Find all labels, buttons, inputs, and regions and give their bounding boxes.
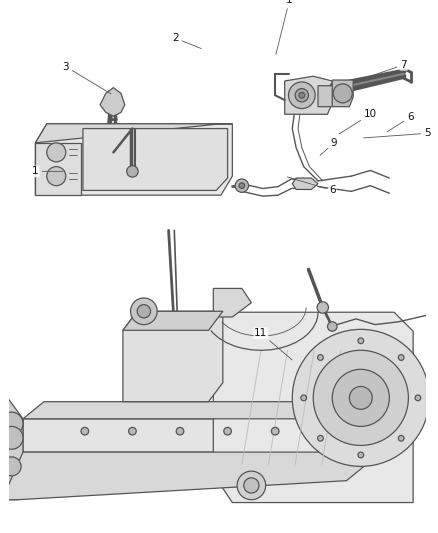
Text: 3: 3 — [63, 62, 111, 94]
Text: 2: 2 — [172, 33, 201, 49]
Circle shape — [47, 167, 66, 185]
Circle shape — [318, 354, 323, 360]
Circle shape — [332, 369, 389, 426]
Circle shape — [313, 350, 408, 446]
Circle shape — [0, 412, 23, 435]
Circle shape — [317, 302, 328, 313]
Circle shape — [292, 329, 429, 466]
Circle shape — [272, 427, 279, 435]
Text: 10: 10 — [339, 109, 377, 134]
Polygon shape — [35, 124, 232, 195]
Circle shape — [299, 92, 305, 98]
Polygon shape — [2, 447, 367, 500]
Circle shape — [318, 435, 323, 441]
Circle shape — [398, 354, 404, 360]
Polygon shape — [100, 87, 125, 116]
Circle shape — [129, 427, 136, 435]
Polygon shape — [346, 349, 394, 402]
Text: 11: 11 — [254, 328, 292, 360]
Text: 1: 1 — [32, 166, 63, 176]
Circle shape — [237, 471, 266, 500]
Circle shape — [239, 183, 245, 189]
Circle shape — [358, 338, 364, 344]
Circle shape — [328, 322, 337, 331]
Text: 8: 8 — [0, 532, 1, 533]
Circle shape — [301, 395, 307, 401]
Circle shape — [0, 426, 23, 449]
Text: 1: 1 — [276, 0, 293, 54]
Circle shape — [333, 84, 352, 103]
Polygon shape — [332, 80, 353, 107]
Polygon shape — [123, 311, 223, 330]
Polygon shape — [123, 311, 223, 402]
Polygon shape — [83, 128, 228, 190]
Polygon shape — [35, 124, 232, 143]
Circle shape — [137, 305, 151, 318]
Circle shape — [2, 457, 21, 476]
Polygon shape — [292, 178, 318, 189]
Circle shape — [289, 82, 315, 109]
Circle shape — [366, 364, 385, 383]
Circle shape — [415, 395, 421, 401]
Text: 6: 6 — [287, 177, 336, 196]
Circle shape — [244, 478, 259, 493]
Polygon shape — [2, 390, 23, 500]
Circle shape — [81, 427, 88, 435]
Text: 7: 7 — [373, 60, 407, 75]
Circle shape — [398, 435, 404, 441]
Circle shape — [131, 298, 157, 325]
Polygon shape — [23, 402, 367, 419]
Circle shape — [350, 386, 372, 409]
Polygon shape — [23, 402, 367, 452]
Text: 5: 5 — [364, 128, 431, 139]
Text: 6: 6 — [387, 112, 413, 132]
Circle shape — [47, 143, 66, 162]
Circle shape — [224, 427, 231, 435]
Circle shape — [127, 166, 138, 177]
Polygon shape — [318, 86, 335, 107]
Polygon shape — [285, 76, 332, 114]
Circle shape — [295, 88, 308, 102]
Polygon shape — [213, 288, 251, 317]
Polygon shape — [35, 143, 81, 195]
Circle shape — [235, 179, 248, 192]
Text: 9: 9 — [320, 138, 338, 155]
Polygon shape — [213, 312, 413, 503]
Circle shape — [358, 452, 364, 458]
Circle shape — [176, 427, 184, 435]
